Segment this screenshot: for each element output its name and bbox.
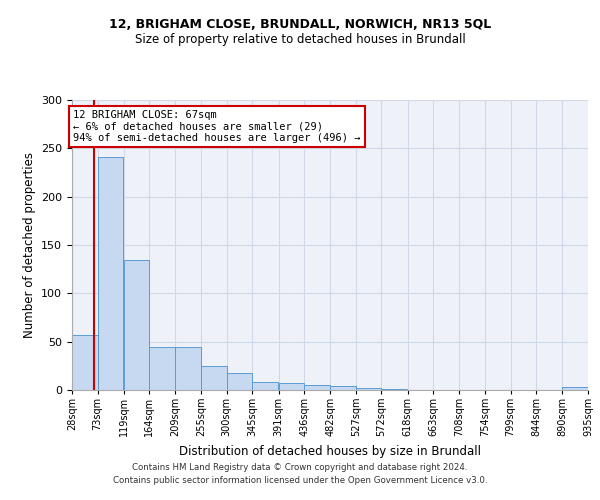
Y-axis label: Number of detached properties: Number of detached properties [23,152,35,338]
Bar [304,385,330,390]
Text: 12 BRIGHAM CLOSE: 67sqm
← 6% of detached houses are smaller (29)
94% of semi-det: 12 BRIGHAM CLOSE: 67sqm ← 6% of detached… [73,110,361,143]
Bar [356,388,382,390]
Bar [201,366,227,390]
Bar [175,348,200,390]
Bar [227,372,253,390]
Bar [124,260,149,390]
Text: Contains HM Land Registry data © Crown copyright and database right 2024.: Contains HM Land Registry data © Crown c… [132,464,468,472]
Text: Contains public sector information licensed under the Open Government Licence v3: Contains public sector information licen… [113,476,487,485]
Bar [253,382,278,390]
Bar [98,157,123,390]
Bar [330,386,356,390]
Bar [149,346,175,390]
Bar [278,383,304,390]
Text: Size of property relative to detached houses in Brundall: Size of property relative to detached ho… [134,32,466,46]
Text: 12, BRIGHAM CLOSE, BRUNDALL, NORWICH, NR13 5QL: 12, BRIGHAM CLOSE, BRUNDALL, NORWICH, NR… [109,18,491,30]
Bar [562,387,588,390]
X-axis label: Distribution of detached houses by size in Brundall: Distribution of detached houses by size … [179,445,481,458]
Bar [382,389,407,390]
Bar [72,335,98,390]
